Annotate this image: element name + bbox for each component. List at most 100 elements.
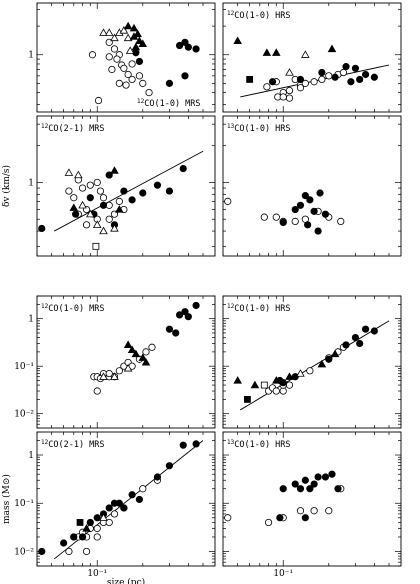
point-open-circle-p2-6 [93,178,101,187]
point-filled-circle-p1-2 [318,68,326,77]
point-filled-circle-p2-5 [120,187,128,195]
point-open-circle-p0-13 [135,72,144,80]
point-open-circle-p3-1 [260,213,268,221]
point-open-circle-p5-3 [279,387,287,395]
point-open-circle-p0-6 [113,55,121,63]
point-filled-circle-p2-2 [86,194,94,202]
panel-0: 1 12CO(1-0) MRS [28,2,216,113]
point-open-circle-p1-0 [263,83,271,91]
point-open-triangle-p2-0 [64,168,74,176]
point-open-circle-p0-1 [94,96,103,105]
point-open-circle-p7-4 [310,507,318,515]
panel-frame-7 [222,431,402,567]
point-filled-triangle-p0-2 [133,29,142,38]
point-filled-circle-p6-2 [70,533,78,541]
point-filled-circle-p1-4 [342,63,350,71]
point-filled-triangle-p4-3 [138,353,148,361]
point-filled-circle-p3-8 [314,227,322,235]
point-filled-triangle-p2-2 [115,205,124,213]
point-open-circle-p2-0 [65,187,73,195]
point-open-circle-p4-14 [93,387,101,395]
point-open-circle-p0-3 [110,45,119,53]
point-filled-triangle-p5-0 [233,376,242,384]
point-open-circle-p2-5 [86,181,94,189]
point-filled-circle-p7-2 [291,480,299,488]
point-filled-triangle-p5-3 [285,372,294,380]
point-open-triangle-p2-6 [110,224,119,232]
point-filled-circle-p6-13 [153,473,162,481]
panel-frame-6 [36,431,216,567]
point-filled-triangle-p5-1 [250,380,260,389]
point-open-circle-p6-14 [93,533,101,541]
point-open-circle-p1-15 [279,93,287,101]
point-filled-circle-p3-2 [296,201,305,209]
point-open-circle-p1-13 [296,84,305,92]
point-filled-circle-p2-0 [38,224,46,233]
point-filled-circle-p1-6 [361,70,370,79]
point-filled-circle-p1-0 [268,78,277,86]
point-filled-circle-p6-12 [135,495,144,504]
panel-title: 12CO(1-0) HRS [227,10,291,21]
point-open-circle-p1-11 [339,68,348,77]
point-filled-triangle-p0-4 [135,36,144,44]
point-filled-circle-p2-6 [128,196,136,204]
point-open-circle-p4-13 [105,369,113,378]
y-tick-label: 1 [28,51,34,61]
point-filled-circle-p6-10 [120,504,128,512]
point-filled-triangle-p0-0 [123,21,133,30]
point-open-circle-p0-0 [88,51,97,59]
point-filled-circle-p7-0 [276,514,284,522]
point-filled-triangle-p1-0 [233,36,242,44]
point-open-circle-p6-11 [139,485,147,493]
point-filled-circle-p7-6 [310,480,318,488]
point-filled-circle-p6-7 [105,504,113,512]
point-filled-circle-p1-8 [356,75,364,84]
y-tick-label: 10⁻² [14,547,34,557]
fit-line [53,440,204,560]
y-axis-label: mass (M⊙) [1,474,12,524]
point-open-circle-p0-16 [108,65,116,74]
point-filled-circle-p0-2 [175,41,184,50]
point-filled-circle-p3-1 [291,205,299,214]
point-filled-circle-p2-10 [179,164,187,173]
point-filled-square-p1-0 [246,76,254,83]
point-open-triangle-p0-6 [110,33,119,42]
x-tick-label: 10⁻¹ [273,569,293,579]
point-open-circle-p4-11 [142,348,150,356]
point-open-circle-p3-8 [337,217,345,225]
panel-title: 12CO(1-0) MRS [41,303,105,314]
panel-4: 10⁻² 10⁻¹ 1 12CO(1-0) MRS [14,295,216,429]
point-open-triangle-p4-1 [123,363,133,372]
point-filled-circle-p6-14 [165,462,174,470]
panel-frame-5 [222,295,402,429]
panel-frame-3 [222,115,402,257]
point-open-circle-p0-12 [128,60,136,68]
x-axis-label: size (pc) [107,577,145,584]
point-open-circle-p2-13 [82,221,91,229]
point-open-triangle-p4-0 [99,372,108,380]
point-filled-circle-p2-8 [153,181,162,189]
point-filled-circle-p7-5 [306,485,314,493]
point-filled-circle-p4-2 [184,313,192,321]
point-open-circle-p0-4 [105,53,113,61]
point-filled-circle-p5-1 [279,379,287,387]
point-filled-triangle-p1-2 [272,48,281,56]
point-filled-triangle-p4-0 [123,340,133,349]
point-open-triangle-p2-2 [78,200,87,209]
point-open-circle-p1-3 [285,86,294,95]
point-open-triangle-p0-0 [99,28,108,36]
fit-line [240,320,390,411]
point-filled-circle-p6-1 [60,539,68,547]
point-open-circle-p1-8 [318,75,326,84]
point-open-square-p2-0 [92,242,100,250]
point-open-circle-p4-12 [148,343,156,351]
point-open-triangle-p0-1 [104,28,114,36]
point-open-circle-p5-5 [306,367,314,375]
point-filled-triangle-p2-1 [110,166,119,174]
point-filled-triangle-p4-2 [131,349,141,358]
point-open-circle-p2-3 [78,184,87,192]
point-open-circle-p2-11 [115,197,123,205]
point-open-circle-p7-1 [264,518,273,527]
